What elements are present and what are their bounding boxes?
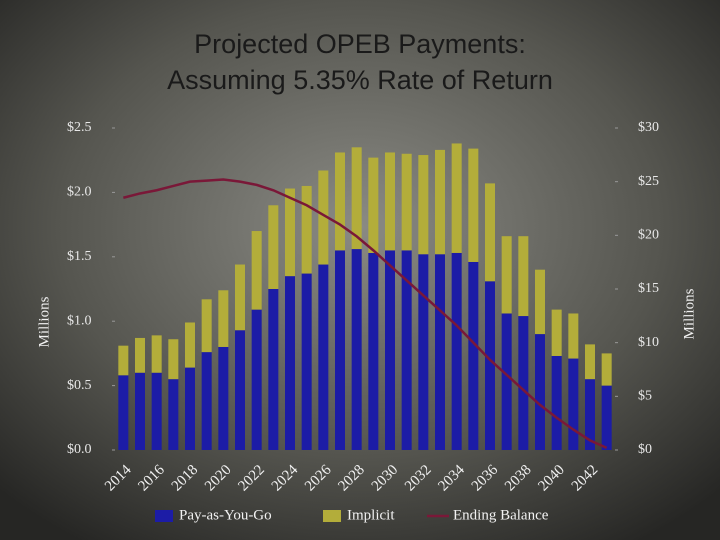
y2-tick-label: $20 — [638, 228, 659, 243]
legend-swatch — [155, 510, 173, 522]
bar — [268, 205, 279, 289]
bar — [551, 309, 562, 356]
y2-tick-label: $30 — [638, 120, 659, 135]
bar — [135, 337, 145, 373]
y-axis-label: Millions — [36, 296, 52, 347]
bar — [235, 330, 245, 450]
bar — [585, 344, 595, 380]
y-tick-label: $0.5 — [67, 378, 92, 393]
bar — [401, 153, 412, 251]
y2-tick-label: $0 — [638, 442, 652, 457]
bar — [535, 269, 545, 335]
y-tick-label: $2.5 — [67, 120, 92, 135]
bar — [118, 375, 129, 450]
bar — [351, 249, 362, 450]
bar — [485, 281, 495, 450]
bar — [118, 345, 129, 376]
y2-tick-label: $5 — [638, 389, 652, 404]
bar — [568, 313, 579, 359]
y-tick-label: $1.5 — [67, 249, 92, 264]
bar — [251, 309, 262, 450]
bar — [468, 148, 479, 262]
bar — [501, 313, 512, 450]
bar — [301, 273, 312, 450]
bar — [451, 252, 462, 450]
bar — [268, 289, 279, 450]
bar — [368, 252, 379, 450]
chart-title: Projected OPEB Payments: — [194, 29, 526, 59]
legend-label: Ending Balance — [453, 507, 549, 523]
bar — [301, 185, 312, 274]
bar — [518, 236, 529, 317]
bar — [585, 379, 595, 450]
bar — [601, 385, 612, 450]
bar — [285, 276, 295, 450]
bar — [168, 339, 179, 380]
y2-axis-label: Millions — [681, 288, 697, 339]
bar — [235, 264, 245, 331]
bar — [418, 155, 429, 255]
y-tick-label: $2.0 — [67, 185, 92, 200]
bar — [285, 188, 295, 277]
bar — [385, 152, 395, 251]
bar — [151, 335, 162, 373]
bar — [185, 322, 195, 368]
bar — [401, 250, 412, 450]
bar — [435, 254, 445, 450]
bar — [218, 290, 229, 347]
bar — [468, 261, 479, 450]
bar — [168, 379, 179, 450]
y-tick-label: $0.0 — [67, 442, 92, 457]
bar — [535, 334, 545, 450]
bar — [185, 367, 195, 450]
bar — [551, 355, 562, 450]
bar — [451, 143, 462, 253]
bar — [385, 250, 395, 450]
bar — [201, 352, 212, 450]
bar — [335, 152, 345, 251]
legend-label: Implicit — [347, 507, 395, 523]
bar — [201, 299, 212, 353]
bar — [351, 147, 362, 250]
legend-swatch — [323, 510, 341, 522]
bar — [151, 372, 162, 450]
y2-tick-label: $25 — [638, 174, 659, 189]
y-tick-label: $1.0 — [67, 313, 92, 328]
bar — [318, 170, 329, 265]
bar — [251, 231, 262, 310]
bar — [568, 358, 579, 450]
y2-tick-label: $10 — [638, 335, 659, 350]
bar — [368, 157, 379, 253]
bar — [601, 353, 612, 386]
bar — [335, 250, 345, 450]
line — [123, 178, 608, 449]
bar — [418, 254, 429, 450]
bar — [485, 183, 495, 282]
bar — [135, 372, 145, 450]
y2-tick-label: $15 — [638, 281, 659, 296]
bar — [518, 316, 529, 450]
chart-title: Assuming 5.35% Rate of Return — [167, 65, 553, 95]
bar — [501, 236, 512, 314]
bar — [218, 346, 229, 450]
legend-label: Pay-as-You-Go — [179, 507, 272, 523]
bar — [318, 264, 329, 450]
bar — [435, 149, 445, 255]
